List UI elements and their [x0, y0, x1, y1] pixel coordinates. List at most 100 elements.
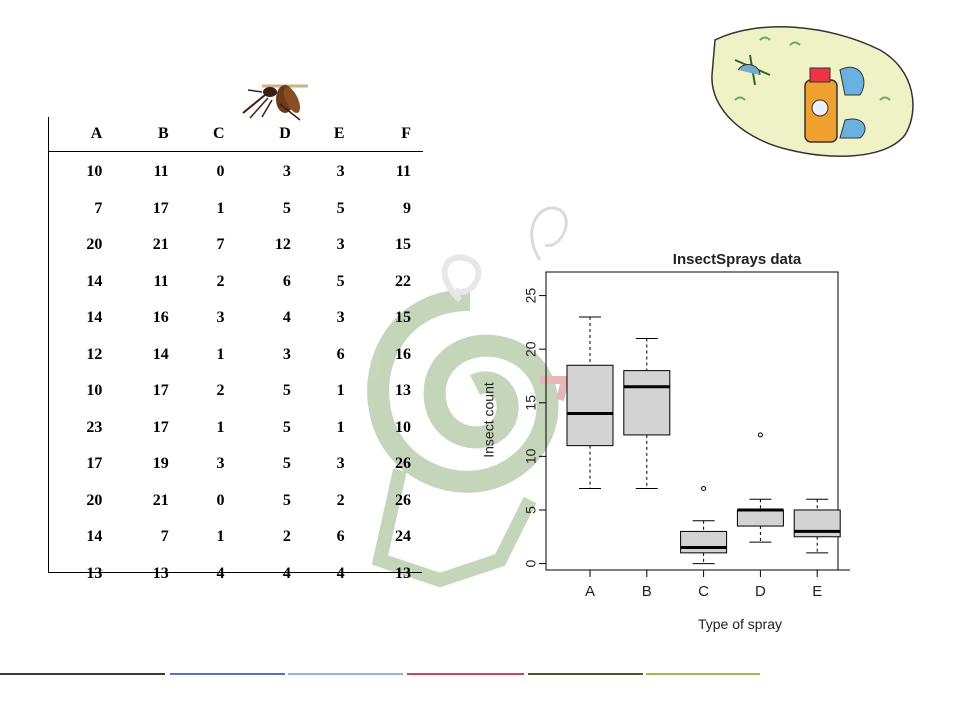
table-cell: 3: [216, 455, 225, 473]
table-cell: 5: [282, 491, 291, 509]
table-cell: 5: [282, 199, 291, 217]
mosquito-coil-illustration: [367, 206, 571, 588]
table-cell: 15: [395, 309, 411, 327]
table-cell: 3: [336, 163, 345, 181]
table-cell: 13: [395, 564, 411, 582]
table-cell: 2: [216, 272, 225, 290]
table-cell: 5: [282, 418, 291, 436]
table-cell: 3: [216, 309, 225, 327]
footer-line: [646, 673, 760, 675]
table-cell: 12: [86, 345, 103, 363]
table-cell: 4: [282, 564, 291, 582]
y-tick-label: 5: [523, 506, 539, 514]
y-tick-label: 15: [523, 395, 539, 411]
footer-line: [407, 673, 524, 675]
table-row: 17 19 3 5 3 26: [48, 446, 423, 483]
table-cell: 13: [86, 564, 103, 582]
table-cell: 0: [216, 163, 225, 181]
table-cell: 11: [395, 163, 411, 181]
table-cell: 16: [395, 345, 411, 363]
table-cell: 20: [86, 236, 103, 254]
y-tick-label: 20: [523, 341, 539, 357]
table-cell: 4: [282, 309, 291, 327]
table-cell: 1: [216, 199, 225, 217]
column-header: B: [114, 117, 181, 152]
table-cell: 5: [336, 199, 345, 217]
box-A: [566, 364, 614, 447]
column-header: A: [48, 117, 115, 152]
table-cell: 5: [282, 455, 291, 473]
table-cell: 15: [395, 236, 411, 254]
table-row: 20 21 7 12 3 15: [48, 227, 423, 264]
table-cell: 16: [152, 309, 169, 327]
table-row: 7 17 1 5 5 9: [48, 191, 423, 228]
table-cell: 17: [86, 455, 103, 473]
table-cell: 1: [216, 418, 225, 436]
column-header: F: [356, 117, 423, 152]
table-cell: 3: [336, 309, 345, 327]
table-cell: 17: [152, 418, 169, 436]
table-cell: 24: [395, 528, 411, 546]
table-cell: 3: [282, 163, 291, 181]
table-body: 10 11 0 3 3 11 7 17 1 5 5 9 20 21 7 12 3 15 14 11 2 6 5 22 14 16 3…: [48, 152, 423, 593]
table-cell: 0: [216, 491, 225, 509]
table-cell: 4: [336, 564, 345, 582]
table-cell: 22: [395, 272, 411, 290]
table-cell: 3: [336, 455, 345, 473]
table-cell: 23: [86, 418, 103, 436]
table-cell: 5: [282, 382, 291, 400]
x-axis-label: Type of spray: [698, 616, 782, 632]
table-cell: 1: [336, 382, 345, 400]
insectsprays-boxplot: InsectSprays data 0 5 10 15 20 25 Insect count A…: [481, 251, 850, 632]
table-cell: 21: [152, 491, 169, 509]
table-row: 20 21 0 5 2 26: [48, 483, 423, 520]
table-row: 23 17 1 5 1 10: [48, 410, 423, 447]
table-cell: 13: [395, 382, 411, 400]
outlier-point: [701, 486, 707, 492]
table-cell: 1: [336, 418, 345, 436]
table-cell: 5: [336, 272, 345, 290]
footer-line: [528, 673, 643, 675]
table-cell: 11: [153, 272, 169, 290]
table-cell: 2: [336, 491, 345, 509]
table-cell: 1: [216, 528, 225, 546]
column-header: E: [302, 117, 357, 152]
table-cell: 14: [86, 272, 103, 290]
x-tick-label: C: [698, 583, 709, 600]
column-header: D: [236, 117, 303, 152]
mosquito-icon: [242, 84, 308, 121]
table-cell: 12: [274, 236, 291, 254]
table-cell: 2: [216, 382, 225, 400]
y-axis-label: Insect count: [481, 382, 497, 458]
insect-spray-clipart: [711, 26, 914, 157]
table-cell: 14: [86, 309, 103, 327]
box-C: [680, 530, 728, 554]
table-cell: 9: [403, 199, 411, 217]
y-tick-label: 0: [523, 559, 539, 567]
table-cell: 11: [153, 163, 169, 181]
table-cell: 7: [216, 236, 225, 254]
table-row: 13 13 4 4 4 13: [48, 556, 423, 593]
table-cell: 6: [282, 272, 291, 290]
table-cell: 10: [86, 163, 103, 181]
footer-line: [288, 673, 403, 675]
table-row: 14 7 1 2 6 24: [48, 519, 423, 556]
table-row: 14 11 2 6 5 22: [48, 264, 423, 301]
table-cell: 10: [395, 418, 411, 436]
footer-line: [170, 673, 285, 675]
table-cell: 3: [336, 236, 345, 254]
y-tick-label: 25: [523, 288, 539, 304]
footer-line: [0, 673, 165, 675]
table-cell: 20: [86, 491, 103, 509]
table-cell: 6: [336, 528, 345, 546]
table-cell: 1: [216, 345, 225, 363]
x-tick-label: E: [812, 583, 822, 600]
table-cell: 6: [336, 345, 345, 363]
table-cell: 3: [282, 345, 291, 363]
box-D: [736, 509, 784, 527]
table-row: 10 17 2 5 1 13: [48, 373, 423, 410]
table-cell: 17: [152, 382, 169, 400]
